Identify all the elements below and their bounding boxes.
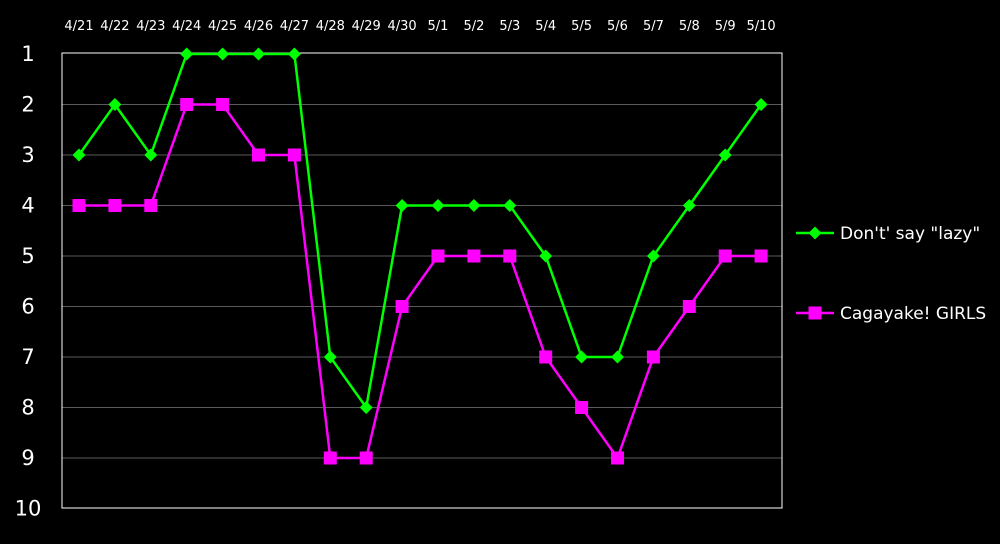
- x-tick-label: 5/10: [746, 19, 775, 34]
- x-tick-label: 4/28: [316, 19, 345, 34]
- x-tick-label: 4/23: [136, 19, 165, 34]
- data-point: [359, 401, 373, 414]
- data-point: [287, 47, 301, 61]
- data-point: [108, 98, 122, 111]
- data-point: [646, 249, 660, 263]
- data-point: [431, 199, 445, 212]
- y-tick-label: 2: [21, 93, 34, 117]
- y-tick-label: 7: [21, 345, 34, 369]
- y-tick-label: 3: [21, 143, 34, 167]
- x-tick-label: 5/7: [643, 19, 664, 34]
- x-axis-ticks: 4/21 4/22 4/23 4/24 4/25 4/26 4/27 4/28 4/29 4/30…: [64, 19, 775, 34]
- data-point: [180, 47, 194, 61]
- x-tick-label: 4/25: [208, 19, 237, 34]
- x-tick-label: 5/4: [535, 19, 556, 34]
- data-point: [144, 148, 158, 162]
- data-point: [646, 350, 660, 364]
- x-tick-label: 5/5: [571, 19, 592, 34]
- data-point: [611, 451, 624, 465]
- legend: Don't' say "lazy" Cagayake! GIRLS: [796, 224, 986, 324]
- legend-label: Cagayake! GIRLS: [840, 304, 986, 324]
- legend-label: Don't' say "lazy": [840, 224, 980, 244]
- data-point: [467, 249, 481, 263]
- data-point: [575, 401, 589, 414]
- data-point: [682, 199, 696, 212]
- x-tick-label: 5/2: [463, 19, 484, 34]
- data-point: [539, 249, 553, 263]
- legend-marker: [808, 306, 822, 320]
- data-point: [682, 300, 696, 313]
- y-tick-label: 1: [21, 42, 34, 66]
- data-point: [467, 199, 481, 212]
- series-2: [72, 98, 768, 465]
- data-point: [431, 249, 445, 263]
- data-point: [252, 47, 265, 61]
- x-tick-label: 4/30: [387, 19, 416, 34]
- data-point: [72, 199, 86, 212]
- y-tick-label: 4: [21, 194, 34, 218]
- series-line: [79, 103, 762, 461]
- data-point: [718, 249, 732, 263]
- series-1: [72, 47, 768, 414]
- data-point: [287, 148, 301, 162]
- data-point: [575, 350, 589, 364]
- data-point: [359, 451, 373, 465]
- x-tick-label: 4/26: [244, 19, 273, 34]
- data-point: [503, 249, 517, 263]
- legend-item: Don't' say "lazy": [796, 224, 980, 244]
- grid-lines: [62, 104, 782, 459]
- data-point: [503, 199, 517, 212]
- data-point: [216, 47, 230, 61]
- data-point: [252, 148, 265, 162]
- y-tick-label: 9: [21, 446, 34, 470]
- legend-item: Cagayake! GIRLS: [796, 304, 986, 324]
- data-point: [72, 148, 86, 162]
- y-tick-label: 8: [21, 396, 34, 420]
- x-tick-label: 5/9: [715, 19, 736, 34]
- series-layer: [72, 47, 768, 465]
- x-tick-label: 5/1: [428, 19, 449, 34]
- data-point: [718, 148, 732, 162]
- x-tick-label: 5/6: [607, 19, 628, 34]
- y-tick-label: 5: [21, 244, 34, 268]
- x-tick-label: 4/27: [280, 19, 309, 34]
- data-point: [216, 98, 230, 111]
- legend-marker: [808, 226, 822, 240]
- data-point: [395, 199, 409, 212]
- y-tick-label: 10: [15, 497, 42, 521]
- x-tick-label: 4/21: [64, 19, 93, 34]
- data-point: [323, 350, 337, 364]
- x-tick-label: 4/22: [100, 19, 129, 34]
- y-tick-label: 6: [21, 295, 34, 319]
- data-point: [539, 350, 553, 364]
- data-point: [180, 98, 194, 111]
- x-tick-label: 4/24: [172, 19, 201, 34]
- data-point: [611, 350, 624, 364]
- x-tick-label: 5/8: [679, 19, 700, 34]
- data-point: [323, 451, 337, 465]
- x-tick-label: 4/29: [352, 19, 381, 34]
- x-tick-label: 5/3: [499, 19, 520, 34]
- plot-area: [61, 52, 783, 509]
- y-axis-ticks: 1 2 3 4 5 6 7 8 9 10: [15, 42, 42, 521]
- data-point: [108, 199, 122, 212]
- data-point: [144, 199, 158, 212]
- data-point: [754, 98, 768, 111]
- data-point: [754, 249, 768, 263]
- data-point: [395, 300, 409, 313]
